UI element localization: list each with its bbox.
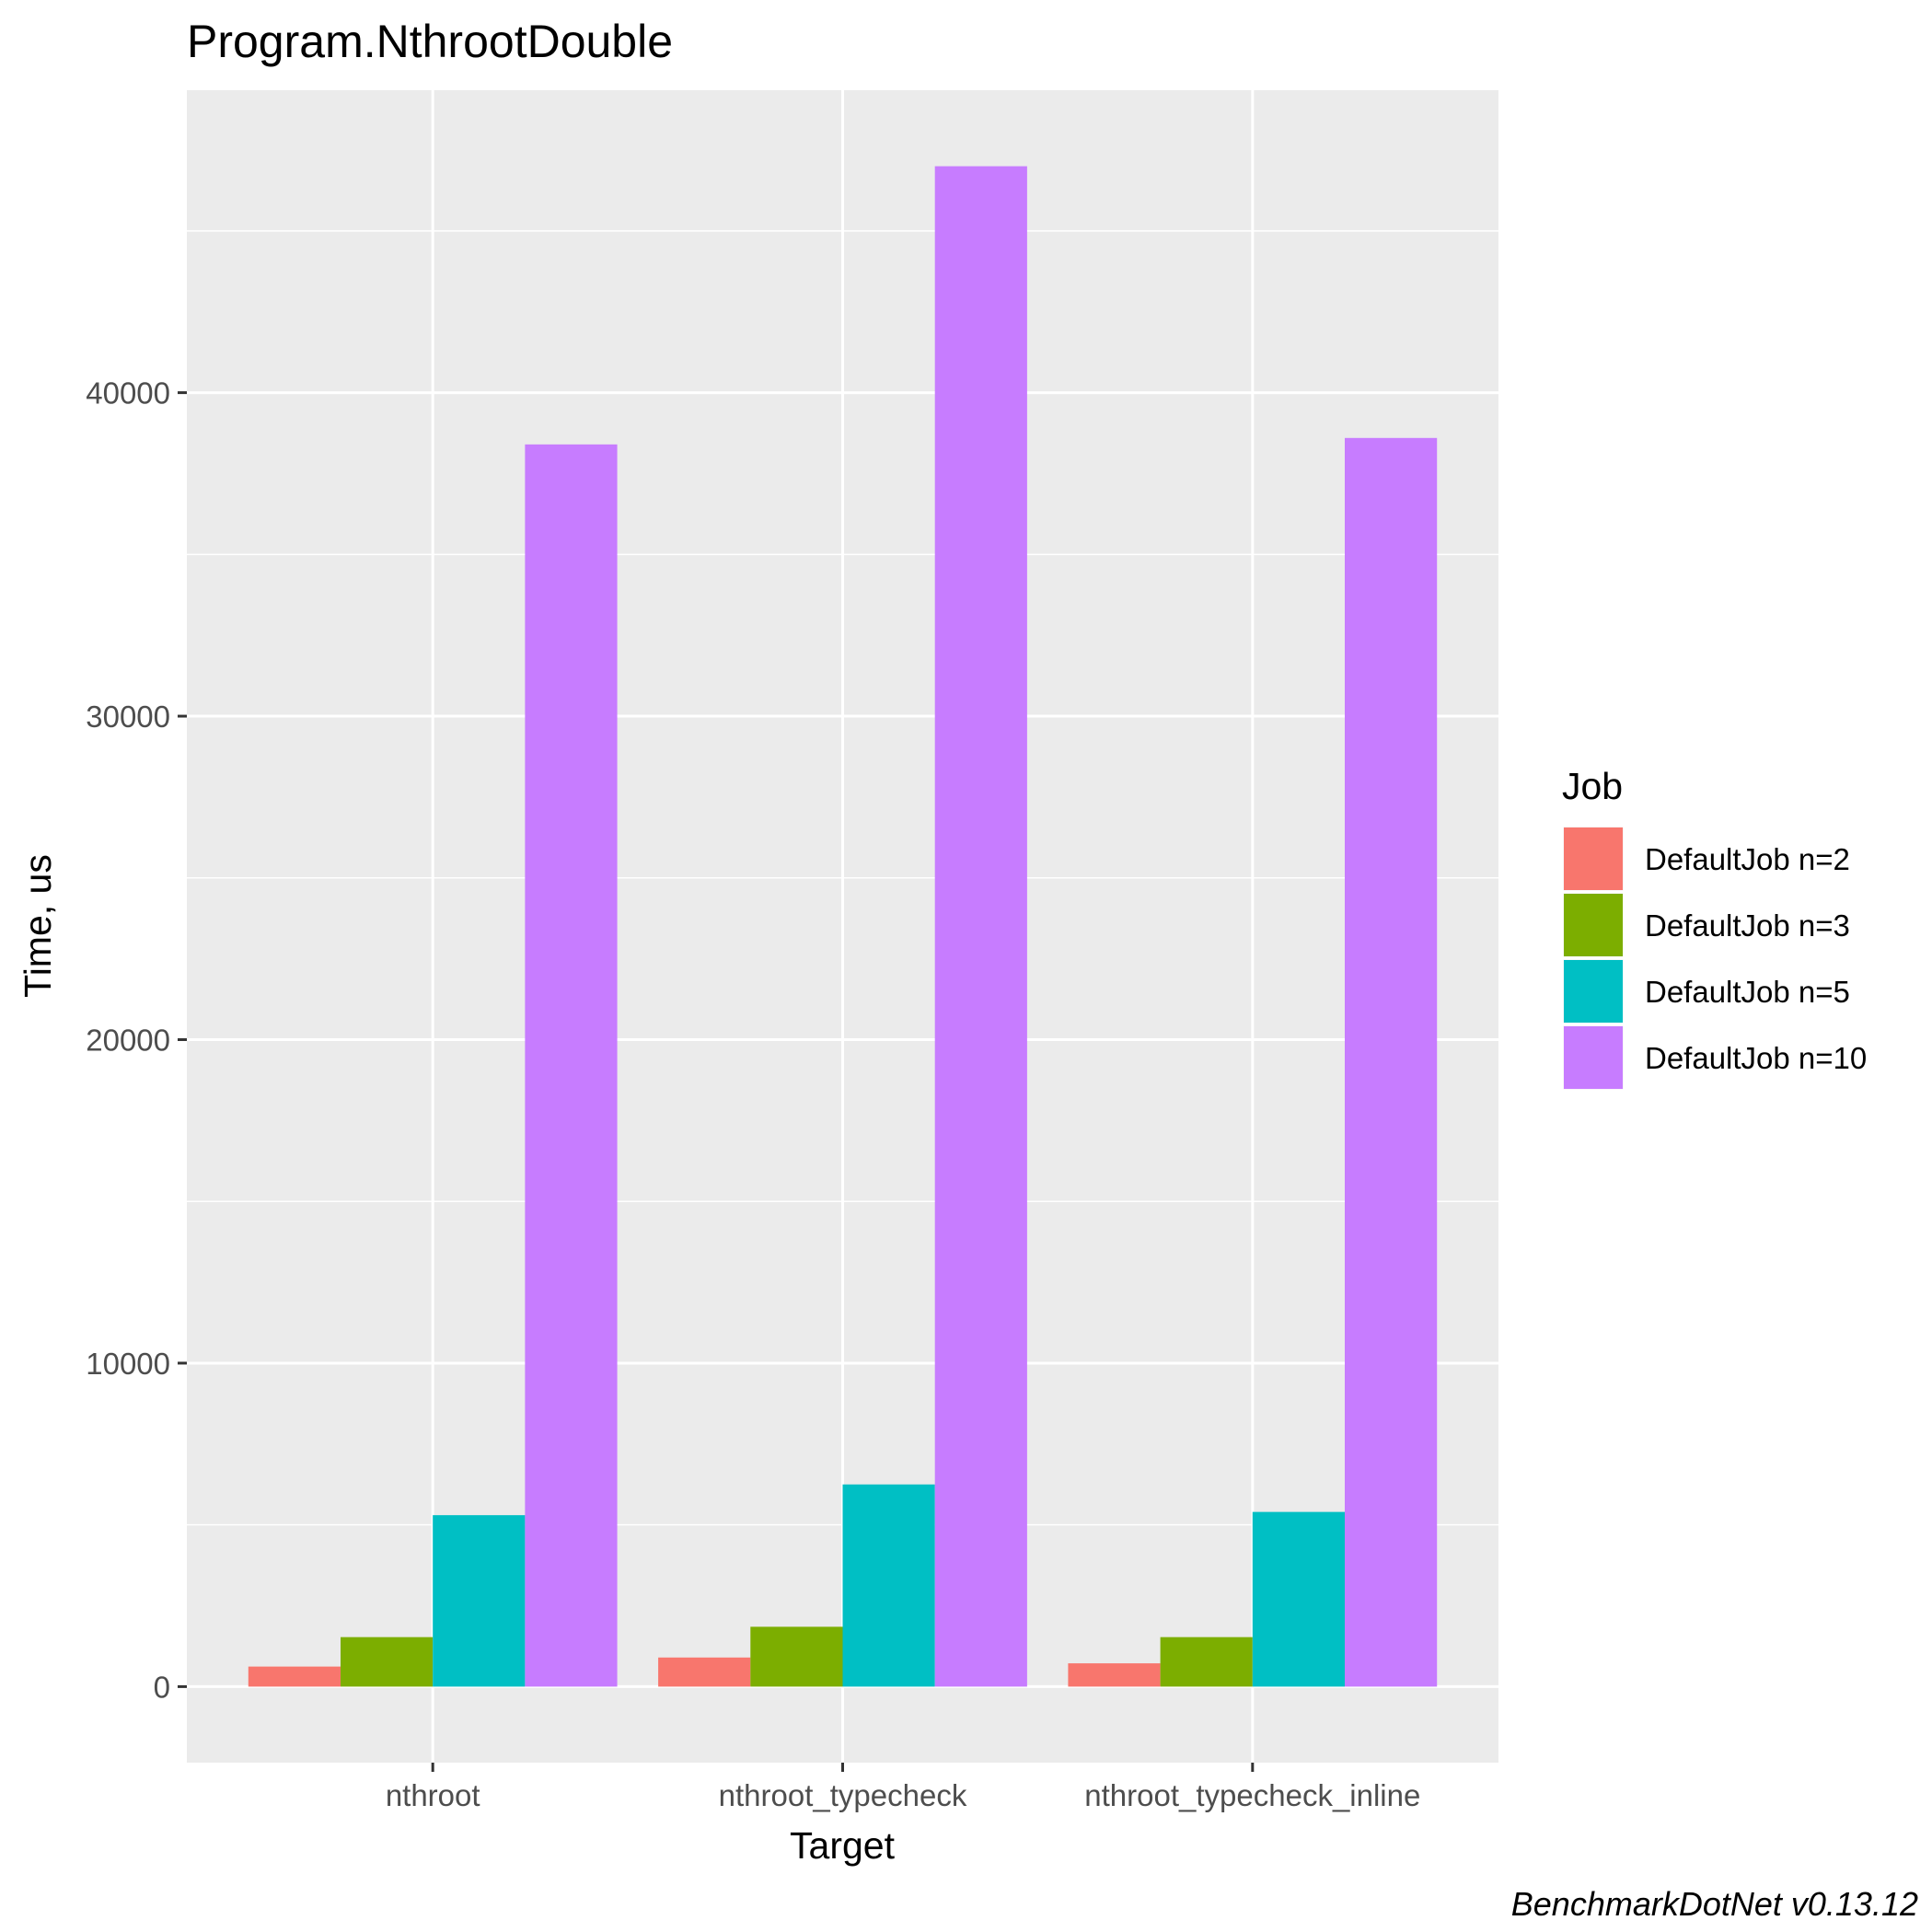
legend-label: DefaultJob n=10: [1645, 1041, 1867, 1075]
x-tick-label: nthroot: [386, 1778, 480, 1812]
bar-nthroot-defaultjob-n-2: [248, 1666, 341, 1687]
y-tick-label: 0: [154, 1670, 170, 1704]
x-tick-label: nthroot_typecheck: [719, 1778, 967, 1812]
bar-nthroot_typecheck_inline-defaultjob-n-3: [1160, 1637, 1253, 1687]
legend-title: Job: [1562, 765, 1623, 807]
caption: BenchmarkDotNet v0.13.12: [1511, 1885, 1918, 1923]
legend-swatch: [1564, 960, 1623, 1023]
bar-nthroot_typecheck-defaultjob-n-2: [658, 1657, 751, 1687]
legend-swatch: [1564, 894, 1623, 956]
bar-nthroot-defaultjob-n-5: [433, 1515, 526, 1687]
bar-nthroot_typecheck_inline-defaultjob-n-10: [1345, 437, 1438, 1687]
legend-swatch: [1564, 827, 1623, 890]
y-axis-title: Time, us: [17, 854, 59, 998]
legend-label: DefaultJob n=3: [1645, 908, 1850, 943]
y-axis: 0 10000 20000 30000 40000: [86, 376, 187, 1704]
x-tick-label: nthroot_typecheck_inline: [1084, 1778, 1420, 1812]
bar-nthroot_typecheck-defaultjob-n-3: [750, 1626, 843, 1687]
legend-label: DefaultJob n=2: [1645, 842, 1850, 876]
y-tick-label: 30000: [86, 700, 170, 734]
bar-nthroot_typecheck-defaultjob-n-5: [842, 1484, 935, 1687]
bar-nthroot-defaultjob-n-10: [525, 444, 618, 1687]
chart-title: Program.NthrootDouble: [187, 16, 673, 67]
legend-label: DefaultJob n=5: [1645, 975, 1850, 1009]
y-tick-label: 40000: [86, 376, 170, 411]
grid-major: [187, 90, 1498, 1763]
y-tick-label: 20000: [86, 1024, 170, 1058]
bar-nthroot-defaultjob-n-3: [340, 1637, 434, 1687]
legend-swatch: [1564, 1026, 1623, 1089]
y-tick-label: 10000: [86, 1347, 170, 1381]
bar-nthroot_typecheck_inline-defaultjob-n-5: [1252, 1511, 1346, 1687]
bars: [248, 166, 1438, 1687]
x-axis-title: Target: [790, 1824, 896, 1867]
bar-nthroot_typecheck-defaultjob-n-10: [934, 166, 1027, 1687]
legend: Job DefaultJob n=2 DefaultJob n=3 DefaultJ…: [1560, 765, 1867, 1093]
bar-nthroot_typecheck_inline-defaultjob-n-2: [1068, 1663, 1161, 1687]
x-axis: nthroot nthroot_typecheck nthroot_typechec…: [386, 1763, 1420, 1812]
